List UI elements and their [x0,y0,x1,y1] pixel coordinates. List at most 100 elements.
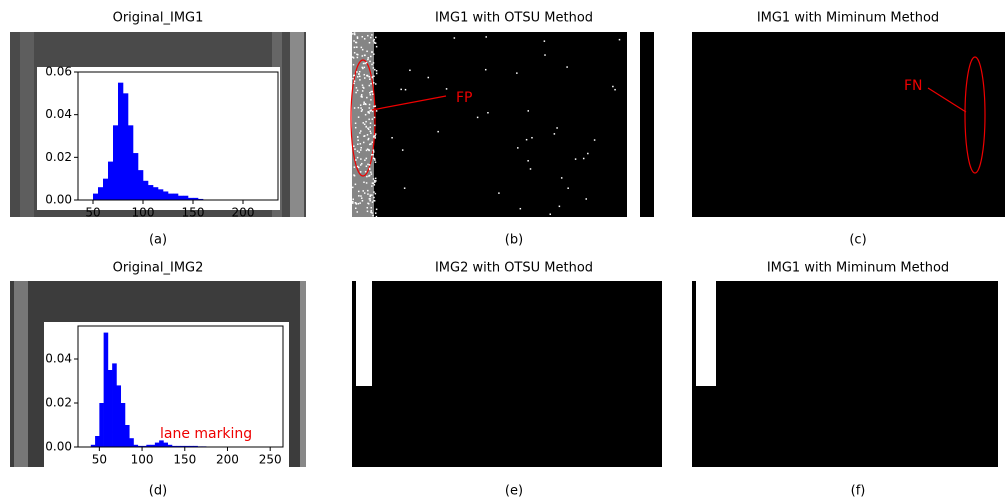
speckle-dot [372,40,375,42]
speckle-dot [371,34,373,36]
speckle-dot [374,42,377,44]
speckle-dot [363,192,366,194]
speckle-dot [371,194,373,196]
speckle-dot [360,162,363,165]
speckle-dot [366,50,368,53]
speckle-dot [371,185,373,187]
speckle-dot [372,157,375,159]
speckle-dot [352,186,354,189]
speckle-dot [391,137,393,139]
speckle-dot [373,157,376,160]
speckle-dot [373,191,375,193]
y-tick-label: 0.02 [45,150,72,164]
hist-bar [138,170,144,200]
speckle-dot [370,211,372,214]
speckle-dot [361,200,364,202]
inset-bg [44,322,289,470]
caption: (e) [505,484,523,499]
speckle-dot [373,53,375,55]
image-c [692,32,1005,217]
speckle-dot [403,187,406,189]
speckle-dot [368,103,371,106]
speckle-dot [370,36,372,39]
speckle-dot [364,103,366,105]
speckle-dot [372,214,374,217]
speckle-dot [372,149,375,151]
speckle-dot [363,87,365,89]
x-tick-label: 200 [232,206,255,220]
speckle-dot [375,215,378,218]
speckle-dot [371,76,374,78]
speckle-dot [361,96,363,98]
speckle-dot [360,146,362,149]
speckle-dot [365,120,367,123]
speckle-dot [370,109,372,112]
speckle-dot [361,84,364,86]
hist-bar [153,187,159,200]
speckle-dot [374,83,377,85]
speckle-dot [368,41,371,44]
speckle-dot [358,70,361,73]
hist-bar [180,445,186,447]
x-tick-label: 100 [132,206,155,220]
speckle-dot [363,103,365,105]
speckle-dot [374,177,377,180]
y-tick-label: 0.04 [45,107,72,121]
speckle-dot [369,130,372,133]
y-tick-label: 0.06 [45,65,72,79]
x-tick-label: 150 [173,453,196,467]
speckle-dot [527,160,529,162]
hist-bar [95,436,100,447]
speckle-dot [359,130,362,132]
speckle-dot [373,180,376,182]
hist-bar [133,153,139,200]
speckle-dot [364,113,367,116]
speckle-dot [574,158,577,160]
x-tick-label: 250 [259,453,282,467]
hist-bar [178,195,184,200]
speckle-dot [544,54,546,56]
speckle-dot [359,79,361,81]
speckle-dot [353,80,356,82]
speckle-dot [371,182,374,184]
speckle-dot [374,192,377,195]
speckle-dot [374,124,376,127]
speckle-dot [366,134,369,136]
speckle-dot [363,181,365,184]
speckle-dot [368,78,371,80]
speckle-dot [362,62,365,65]
speckle-dot [356,150,359,152]
speckle-dot [368,107,371,109]
panel-title: IMG1 with Miminum Method [757,11,939,26]
speckle-dot [370,173,373,175]
speckle-dot [371,141,373,143]
speckle-dot [354,202,357,204]
speckle-dot [354,183,357,186]
speckle-dot [498,192,500,194]
speckle-dot [365,157,368,160]
speckle-dot [370,90,372,93]
speckle-dot [519,207,522,210]
speckle-dot [366,148,369,150]
speckle-dot [369,126,371,128]
hist-bar [120,403,126,447]
speckle-dot [369,93,372,96]
speckle-dot [368,76,371,78]
speckle-dot [476,116,479,119]
speckle-dot [375,70,378,72]
speckle-dot [531,136,533,139]
speckle-dot [363,123,366,126]
panel-title: IMG2 with OTSU Method [435,261,593,276]
speckle-dot [356,71,358,73]
speckle-dot [367,111,369,113]
speckle-dot [553,133,556,135]
speckle-dot [352,57,355,59]
hist-bar [146,444,151,447]
panel-title: IMG1 with OTSU Method [435,11,593,26]
speckle-dot [356,76,359,78]
speckle-dot [427,76,430,79]
speckle-dot [372,67,375,69]
speckle-dot [375,180,377,182]
speckle-dot [370,171,372,173]
